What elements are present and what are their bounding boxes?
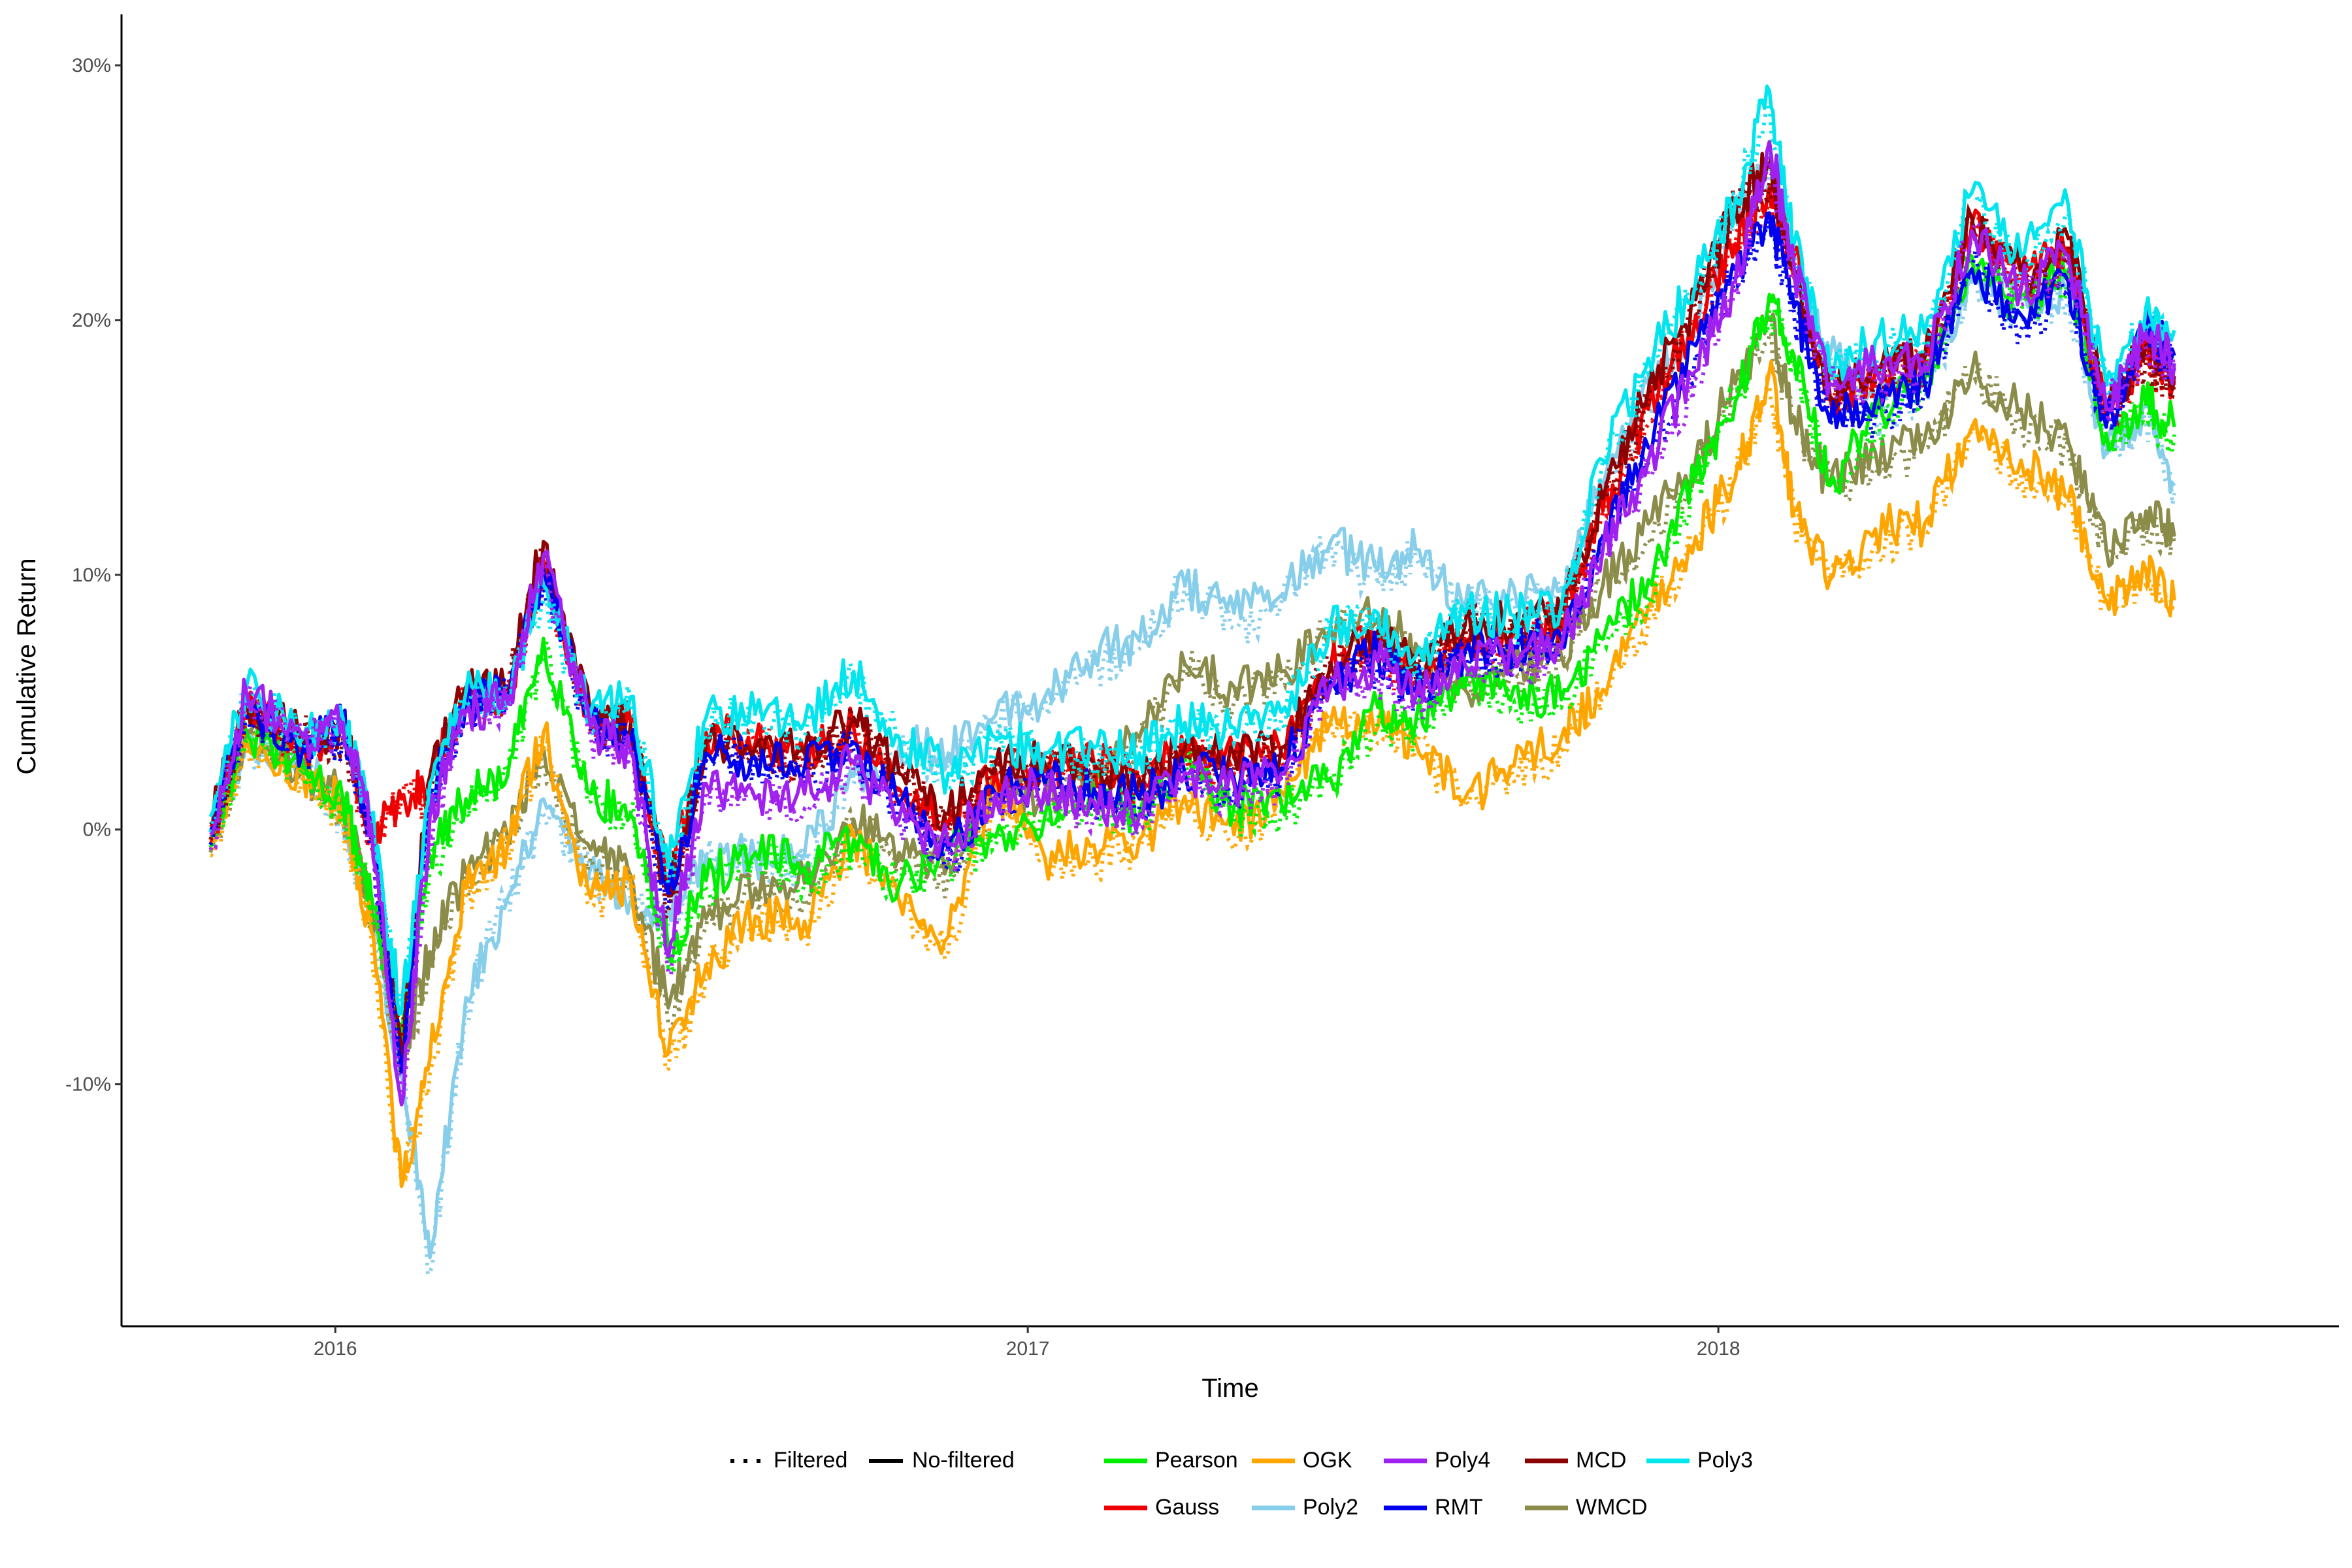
legend-label: Poly2	[1303, 1495, 1358, 1520]
series-line-poly2	[209, 152, 2176, 1260]
legend-label: MCD	[1576, 1448, 1626, 1473]
plot-lines	[208, 84, 2177, 1279]
legend-label: OGK	[1303, 1448, 1352, 1473]
legend-label: Filtered	[774, 1448, 847, 1473]
legend-label: Poly3	[1697, 1448, 1753, 1473]
series-line-pearson	[208, 252, 2176, 1041]
series-filtered-mcd	[208, 177, 2177, 1059]
y-axis-ticks: -10% 0% 10% 20% 30%	[65, 55, 122, 1096]
legend-item-poly2: Poly2	[1252, 1495, 1358, 1520]
legend-item-wmcd: WMCD	[1525, 1495, 1648, 1520]
y-tick-label: 30%	[72, 55, 111, 76]
series-filtered-poly3	[208, 98, 2176, 1013]
y-tick-label: 20%	[72, 310, 111, 331]
series-filtered-poly4	[208, 156, 2177, 1105]
legend-item-filtered: Filtered	[730, 1448, 847, 1473]
y-tick-label: 0%	[83, 819, 111, 841]
series-filtered-rmt	[208, 215, 2176, 1075]
y-axis-title: Cumulative Return	[12, 558, 41, 774]
legend-label: No-filtered	[912, 1448, 1015, 1473]
legend-item-rmt: RMT	[1384, 1495, 1483, 1520]
legend-label: Pearson	[1155, 1448, 1238, 1473]
legend-item-pearson: Pearson	[1104, 1448, 1238, 1473]
legend-item-ogk: OGK	[1252, 1448, 1352, 1473]
legend-label: WMCD	[1576, 1495, 1648, 1520]
series-line-rmt	[209, 211, 2176, 1073]
legend-item-no-filtered: No-filtered	[869, 1448, 1015, 1473]
series-filtered-ogk	[210, 373, 2175, 1187]
series-line-wmcd	[209, 312, 2176, 1066]
series-line-ogk	[209, 359, 2176, 1188]
legend-label: RMT	[1435, 1495, 1483, 1520]
x-tick-label: 2018	[1697, 1338, 1740, 1360]
x-tick-label: 2017	[1006, 1338, 1050, 1360]
x-axis-title: Time	[1201, 1374, 1258, 1403]
series-line-poly4	[209, 140, 2176, 1107]
legend-label: Gauss	[1155, 1495, 1219, 1520]
legend-label: Poly4	[1435, 1448, 1490, 1473]
legend-item-mcd: MCD	[1525, 1448, 1626, 1473]
x-tick-label: 2016	[314, 1338, 357, 1360]
legend-item-poly3: Poly3	[1646, 1448, 1753, 1473]
x-axis-ticks: 2016 2017 2018	[314, 1326, 1740, 1360]
y-tick-label: 10%	[72, 564, 111, 586]
y-tick-label: -10%	[65, 1074, 111, 1096]
legend: Filtered No-filtered Pearson Gauss OGK Poly2 P…	[730, 1448, 1753, 1520]
legend-item-poly4: Poly4	[1384, 1448, 1490, 1473]
legend-item-gauss: Gauss	[1104, 1495, 1219, 1520]
